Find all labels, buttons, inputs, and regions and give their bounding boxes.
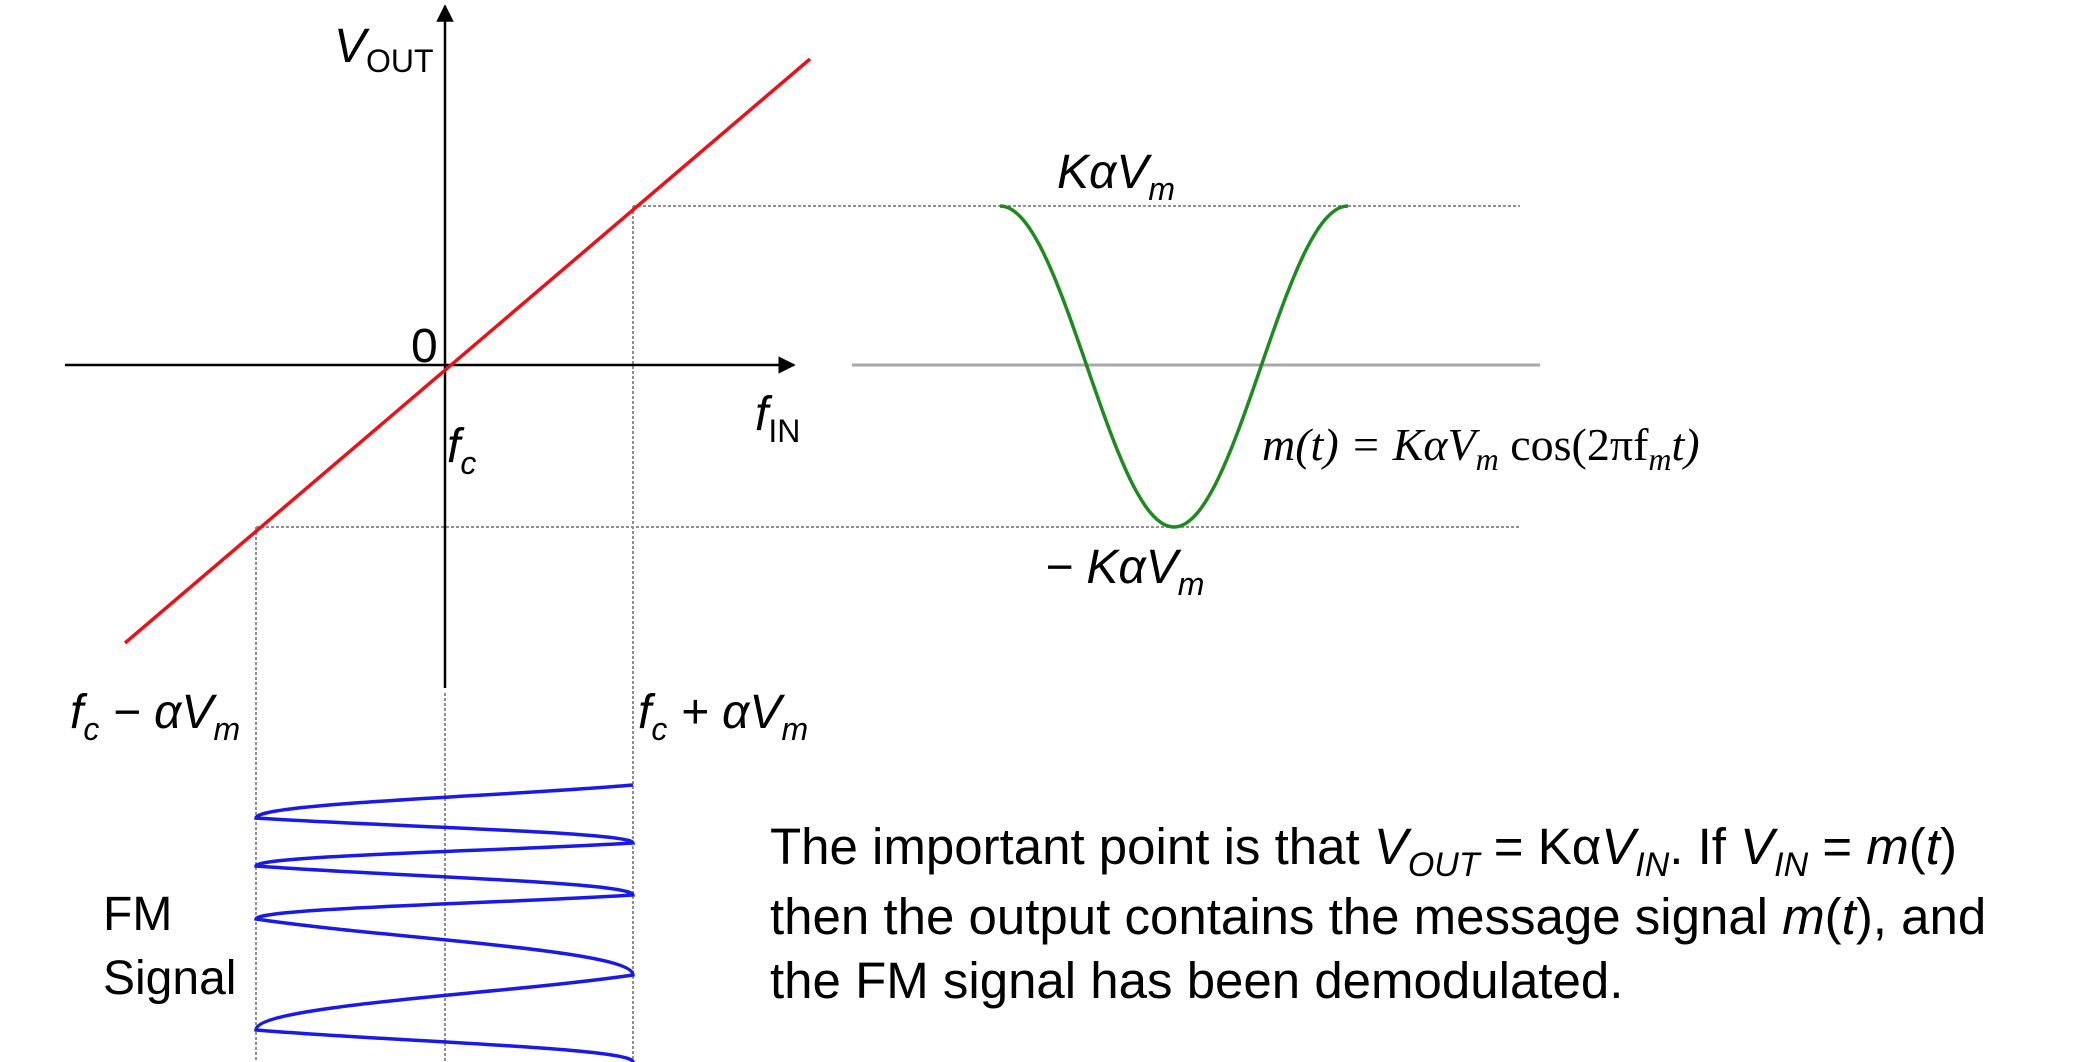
caption-line-1: The important point is that VOUT = KαVIN…	[770, 818, 1957, 884]
message-signal-equation: m(t) = KαVm cos(2πfmt)	[1262, 419, 1700, 477]
explanation-caption: The important point is that VOUT = KαVIN…	[770, 815, 2070, 1013]
y-axis-label: VOUT	[334, 20, 434, 79]
high-frequency-label: fc + αVm	[638, 686, 808, 747]
origin-label: 0	[411, 320, 438, 373]
fm-signal-label-line2: Signal	[103, 952, 236, 1005]
max-output-label: KαVm	[1057, 146, 1175, 207]
low-frequency-label: fc − αVm	[70, 686, 240, 747]
min-output-label: − KαVm	[1045, 541, 1204, 602]
fm-signal-waveform	[254, 783, 635, 1062]
center-frequency-label: fc	[447, 420, 476, 481]
caption-line-3: the FM signal has been demodulated.	[770, 952, 1624, 1009]
x-axis-label: fIN	[755, 388, 800, 449]
demodulated-output-curve	[999, 204, 1349, 529]
transfer-characteristic-line	[123, 57, 812, 645]
caption-line-2: then the output contains the message sig…	[770, 888, 1987, 945]
fm-signal-label-line1: FM	[103, 888, 172, 941]
